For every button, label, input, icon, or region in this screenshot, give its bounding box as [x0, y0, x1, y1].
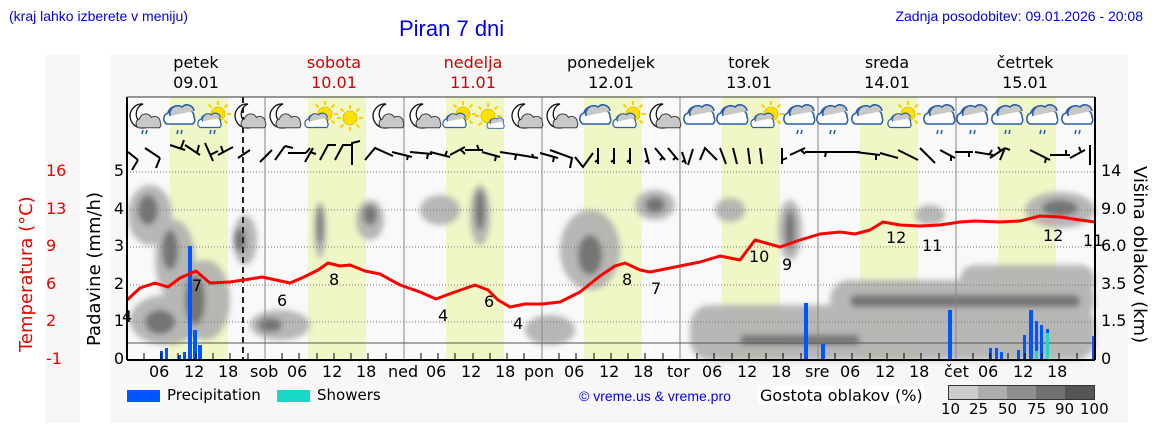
- precipitation-legend: Precipitation: [167, 386, 261, 404]
- cloud-scale-label: 10: [941, 400, 961, 418]
- precip-tick: 5: [113, 161, 124, 180]
- x-tick: tor: [667, 362, 690, 381]
- cloud-height-tick: 0: [1101, 349, 1112, 368]
- precip-tick: 2: [113, 274, 124, 293]
- x-tick: 12: [461, 362, 482, 381]
- x-tick: sre: [805, 362, 830, 381]
- x-tick: čet: [944, 362, 969, 381]
- svg-text:9: 9: [782, 255, 792, 274]
- x-tick: 12: [184, 362, 205, 381]
- day-header-1: sobota 10.01: [306, 53, 362, 92]
- day-header-5: sreda 14.01: [864, 53, 910, 92]
- daylight-bands: [170, 97, 1056, 360]
- x-tick: 06: [287, 362, 308, 381]
- x-tick: ned: [388, 362, 419, 381]
- cloud-density-field: [128, 185, 1095, 360]
- x-ticks: [143, 353, 1078, 360]
- day-header-4: torek 13.01: [726, 53, 772, 92]
- x-tick: 06: [149, 362, 170, 381]
- precip-tick: 1: [113, 311, 124, 330]
- cloud-density-label: Gostota oblakov (%): [758, 386, 925, 405]
- temperature-line: [125, 214, 1096, 309]
- x-tick: 06: [426, 362, 447, 381]
- temp-tick: -1: [46, 349, 62, 368]
- precip-tick: 4: [113, 199, 124, 218]
- cloud-scale-label: 25: [969, 400, 989, 418]
- svg-text:8: 8: [329, 270, 339, 289]
- temperature-axis-title: Temperatura (°C): [16, 196, 37, 352]
- cloud-scale-label: 75: [1027, 400, 1047, 418]
- x-tick: 18: [909, 362, 930, 381]
- last-update: Zadnja posodobitev: 09.01.2026 - 20:08: [895, 8, 1143, 24]
- x-tick: 06: [564, 362, 585, 381]
- cloud-scale-label: 90: [1055, 400, 1075, 418]
- temp-tick: 6: [46, 274, 57, 293]
- grid-horizontal: [127, 171, 1095, 323]
- svg-text:6: 6: [277, 291, 287, 310]
- x-tick: 18: [633, 362, 654, 381]
- x-tick: 18: [771, 362, 792, 381]
- temperature-axis-panel: [45, 55, 80, 423]
- svg-text:12: 12: [1043, 226, 1063, 245]
- day-separators: [264, 97, 957, 360]
- precipitation-axis-title: Padavine (mm/h): [84, 192, 105, 346]
- x-tick: 06: [702, 362, 723, 381]
- temp-tick: 13: [46, 199, 67, 218]
- x-tick: 18: [1047, 362, 1068, 381]
- svg-text:10: 10: [749, 247, 769, 266]
- day-header-2: nedelja 11.01: [443, 53, 503, 92]
- temp-tick: 16: [46, 161, 67, 180]
- svg-text:7: 7: [651, 279, 661, 298]
- cloud-scale-label: 100: [1080, 400, 1109, 418]
- cloud-height-tick: 14: [1101, 161, 1122, 180]
- svg-text:12: 12: [886, 228, 906, 247]
- precip-tick: 3: [113, 236, 124, 255]
- svg-text:11: 11: [1083, 231, 1103, 250]
- x-tick: 12: [875, 362, 896, 381]
- x-tick: 18: [218, 362, 239, 381]
- x-tick: 12: [1013, 362, 1034, 381]
- precipitation-swatch: [127, 390, 160, 402]
- x-tick: 06: [978, 362, 999, 381]
- page-title: Piran 7 dni: [399, 16, 505, 41]
- day-header-0: petek 09.01: [173, 53, 219, 92]
- x-tick: sob: [250, 362, 279, 381]
- cloud-scale-label: 50: [998, 400, 1018, 418]
- cloud-height-tick: 9.0: [1101, 199, 1127, 218]
- showers-bars: [1035, 333, 1049, 360]
- cloud-height-tick: 3.5: [1101, 274, 1127, 293]
- x-tick: 18: [495, 362, 516, 381]
- cloud-density-scale: [948, 385, 1095, 400]
- x-tick: 18: [356, 362, 377, 381]
- temp-tick: 2: [46, 311, 57, 330]
- x-tick: 12: [737, 362, 758, 381]
- cloud-height-axis-title: Višina oblakov (km): [1129, 166, 1150, 344]
- copyright-link[interactable]: © vreme.us & vreme.pro: [579, 388, 731, 404]
- day-header-3: ponedeljek 12.01: [567, 53, 655, 92]
- svg-text:8: 8: [622, 270, 632, 289]
- svg-text:11: 11: [922, 236, 942, 255]
- showers-legend: Showers: [317, 386, 381, 404]
- svg-text:4: 4: [438, 306, 448, 325]
- precip-tick: 0: [113, 349, 124, 368]
- cloud-height-tick: 1.5: [1101, 311, 1127, 330]
- svg-text:6: 6: [484, 292, 494, 311]
- svg-text:4: 4: [513, 314, 523, 333]
- x-tick: pon: [524, 362, 555, 381]
- x-tick: 12: [322, 362, 343, 381]
- x-tick: 12: [599, 362, 620, 381]
- wind-barbs: [127, 139, 1091, 171]
- svg-text:7: 7: [192, 276, 202, 295]
- day-header-6: četrtek 15.01: [996, 53, 1054, 92]
- cloud-height-tick: 6.0: [1101, 236, 1127, 255]
- showers-swatch: [277, 390, 310, 402]
- region-menu-note[interactable]: (kraj lahko izberete v meniju): [9, 8, 188, 24]
- temp-tick: 9: [46, 236, 57, 255]
- x-tick: 06: [840, 362, 861, 381]
